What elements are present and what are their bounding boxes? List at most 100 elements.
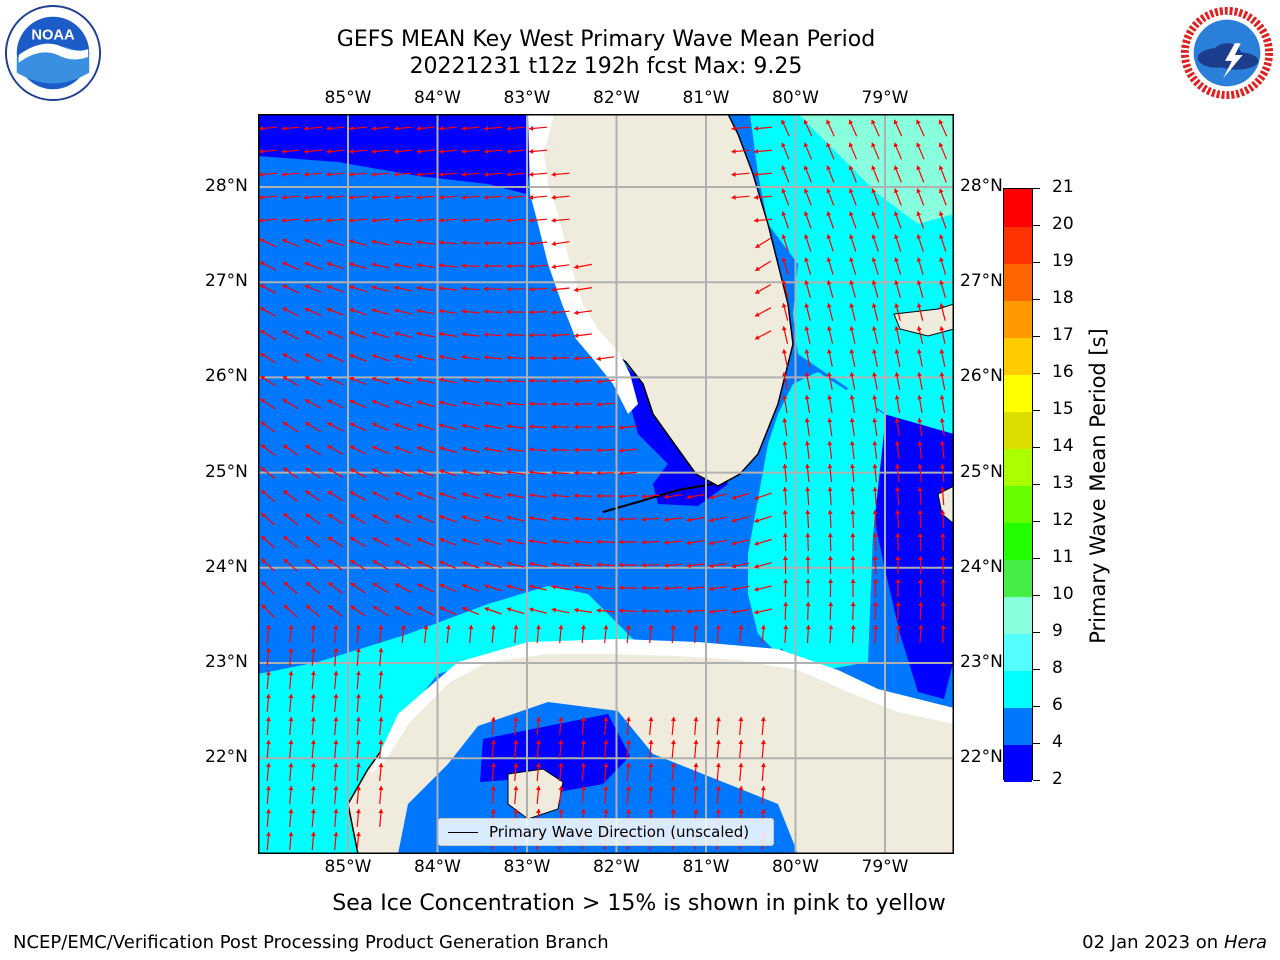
wave-arrow [670,624,676,644]
wave-arrow [917,532,923,552]
wave-arrow [894,441,900,459]
wave-arrow [416,125,435,131]
wave-arrow [483,309,503,315]
wave-arrow [551,264,570,270]
wave-arrow [551,287,570,292]
wave-arrow [439,583,457,593]
wave-arrow [803,142,813,160]
wave-arrow [260,352,276,364]
wave-arrow [528,241,548,246]
colorbar-tick-label: 9 [1052,621,1063,641]
wave-arrow [938,142,948,160]
wave-arrow [371,376,390,385]
lat-label: 27°N [205,271,248,292]
wave-arrow [439,560,457,569]
wave-arrow [260,535,276,549]
wave-arrow [327,513,344,525]
wave-arrow [782,349,788,367]
wave-arrow [939,280,946,298]
colorbar-segment [1004,411,1032,449]
colorbar-tick-label: 2 [1052,769,1063,789]
wave-arrow [371,171,390,177]
wave-arrow [641,585,660,591]
wave-arrow [895,509,901,529]
wave-arrow [850,601,856,621]
colorbar-tick [1033,669,1040,670]
wave-arrow [506,492,525,499]
wave-arrow [528,378,548,384]
wave-arrow [574,447,592,453]
wave-arrow [288,693,294,713]
wave-arrow [327,422,344,432]
wave-arrow [416,423,435,431]
wave-arrow [283,513,298,525]
wave-arrow [580,716,586,736]
wave-arrow [754,538,772,546]
wave-arrow [573,539,593,545]
wave-arrow [423,624,429,644]
lon-label: 84°W [414,857,461,877]
footer-host: Hera [1223,932,1267,953]
wave-arrow [416,171,435,177]
wave-arrow [282,398,299,410]
wave-arrow [686,493,705,500]
wave-arrow [783,624,789,644]
wave-arrow [871,326,879,344]
wave-arrow [872,418,878,436]
wave-arrow [871,119,880,137]
wave-arrow [281,238,300,248]
wave-arrow [528,171,548,177]
wave-arrow [849,257,857,275]
wave-arrow [288,647,294,667]
wave-arrow [305,536,321,548]
colorbar-tick [1033,484,1040,485]
wave-arrow [805,578,811,598]
wave-arrow [738,785,744,805]
wave-arrow [781,142,790,160]
colorbar-segment [1004,559,1032,597]
wave-arrow [265,831,271,851]
wave-arrow [394,400,412,408]
wave-arrow [310,693,316,713]
wave-arrow [715,785,721,805]
wave-arrow [513,624,519,644]
wave-arrow [603,624,609,644]
wave-arrow [416,194,435,200]
wave-arrow [438,217,458,223]
wave-arrow [574,607,592,613]
wave-arrow [327,399,344,409]
wave-arrow [551,447,570,453]
wave-arrow [872,372,878,390]
wave-arrow [686,586,705,591]
wave-arrow [529,607,547,614]
wave-arrow [754,260,772,272]
wave-arrow [782,441,788,459]
wave-arrow [871,188,880,206]
wave-arrow [528,148,548,154]
wave-arrow [939,257,947,275]
wave-arrow [894,372,901,390]
wave-arrow [940,486,946,506]
wave-arrow [333,716,339,736]
colorbar-segment [1004,337,1032,375]
colorbar-tick-label: 4 [1052,732,1063,752]
wave-arrow [260,375,276,387]
wave-arrow [328,605,343,617]
wave-arrow [333,647,339,667]
wave-arrow [939,234,947,252]
wave-arrow [305,513,321,525]
wave-arrow [670,762,676,782]
wave-arrow [551,241,570,247]
wave-arrow [439,492,457,500]
wave-arrow [378,785,384,805]
wave-arrow [394,285,412,292]
wave-arrow [506,171,525,177]
wave-arrow [849,280,856,298]
wave-arrow [805,532,811,552]
wave-arrow [348,125,368,131]
wave-arrow [326,171,345,177]
colorbar-tick-label: 10 [1052,584,1074,604]
wave-arrow [893,119,903,137]
wave-arrow [894,211,902,229]
wave-arrow [506,263,525,269]
